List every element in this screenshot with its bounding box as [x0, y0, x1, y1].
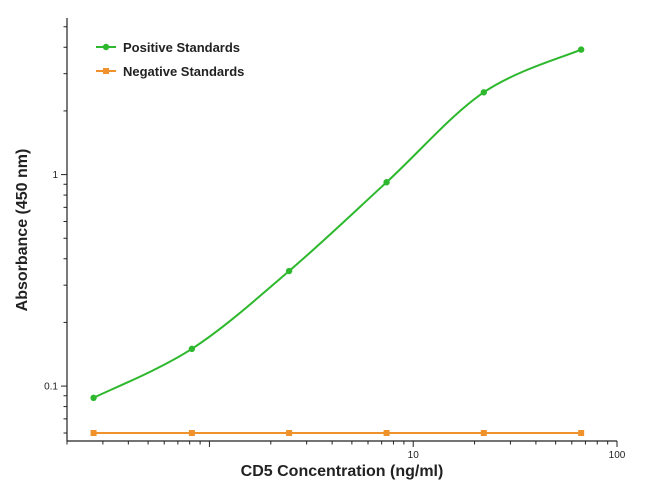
y-tick-label: 0.1: [44, 382, 58, 393]
series-marker-1: [480, 89, 487, 96]
series-marker-2: [383, 430, 390, 437]
series-marker-1: [90, 394, 97, 402]
series-marker-2: [480, 430, 487, 437]
legend-item-positive: Positive Standards: [96, 40, 240, 55]
series-line-1: [93, 48, 582, 399]
series-marker-2: [90, 430, 97, 437]
x-axis-title: CD5 Concentration (ng/ml): [241, 463, 444, 480]
series-marker-1: [577, 46, 585, 53]
x-ticks: 10 100: [66, 441, 626, 461]
y-ticks: 0.11: [44, 26, 67, 434]
legend-item-negative: Negative Standards: [96, 64, 244, 79]
y-axis-title: Absorbance (450 nm): [14, 149, 31, 312]
legend: Positive Standards Negative Standards: [96, 40, 244, 79]
series-marker-2: [578, 430, 585, 437]
series-marker-1: [285, 267, 293, 275]
series-marker-2: [286, 430, 293, 437]
y-tick-label: 1: [52, 170, 58, 181]
x-tick-label: 10: [408, 450, 420, 461]
legend-label-negative: Negative Standards: [123, 64, 244, 79]
series-layer: [90, 46, 585, 437]
series-marker-2: [188, 430, 195, 437]
legend-marker-negative: [103, 68, 109, 74]
legend-marker-positive: [102, 43, 110, 51]
x-tick-label: 100: [609, 450, 626, 461]
series-marker-1: [383, 179, 390, 186]
series-marker-1: [188, 345, 196, 353]
legend-label-positive: Positive Standards: [123, 40, 240, 55]
